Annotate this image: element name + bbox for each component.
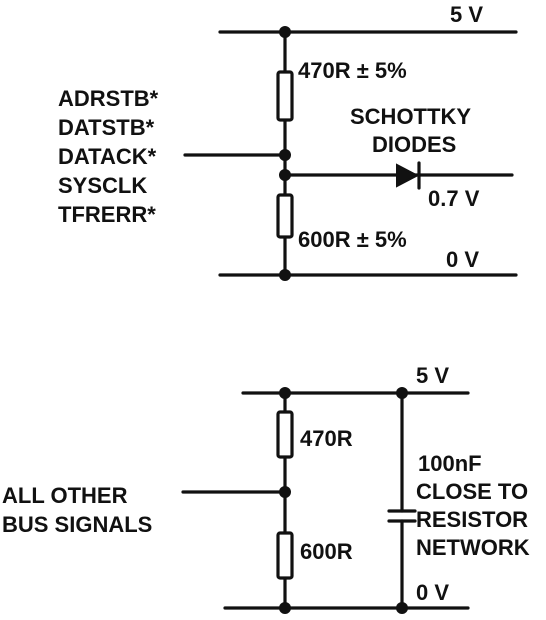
other-signals-label-line-2: BUS SIGNALS: [2, 512, 152, 537]
schottky-diode-symbol: [396, 163, 420, 188]
top-upper-resistor: [276, 70, 294, 122]
capacitor-supply-node: [396, 387, 408, 399]
bottom-upper-resistor: [276, 410, 294, 459]
capacitor-note-line-2: RESISTOR: [416, 507, 528, 532]
signal-label-sysclk: SYSCLK: [58, 173, 147, 198]
bottom-ground-label: 0 V: [416, 580, 449, 605]
top-upper-resistor-label: 470R ± 5%: [298, 58, 407, 83]
bottom-supply-label: 5 V: [416, 363, 449, 388]
bottom-termination-circuit: 5 V 470R 600R 0 V 100nF CLOSE TO RESISTO…: [2, 363, 530, 614]
top-diode-node: [279, 169, 291, 181]
capacitor-value-label: 100nF: [418, 451, 482, 476]
bottom-lower-resistor-label: 600R: [300, 539, 353, 564]
top-termination-circuit: 5 V 470R ± 5% SCHOTTKY DIODES 0.7 V 600R…: [58, 2, 518, 281]
top-supply-node: [279, 26, 291, 38]
clamp-voltage-label: 0.7 V: [428, 186, 480, 211]
capacitor-note-line-1: CLOSE TO: [416, 479, 528, 504]
capacitor-ground-node: [396, 602, 408, 614]
bottom-lower-resistor: [276, 531, 294, 580]
top-supply-label: 5 V: [450, 2, 483, 27]
signal-label-datstb: DATSTB*: [58, 115, 155, 140]
top-signal-node: [279, 149, 291, 161]
top-lower-resistor-label: 600R ± 5%: [298, 227, 407, 252]
capacitor-note-line-3: NETWORK: [416, 535, 530, 560]
top-ground-label: 0 V: [446, 247, 479, 272]
other-signals-label-line-1: ALL OTHER: [2, 483, 128, 508]
signal-label-adrstb: ADRSTB*: [58, 86, 159, 111]
top-ground-node: [279, 269, 291, 281]
top-lower-resistor: [276, 193, 294, 239]
bottom-upper-resistor-label: 470R: [300, 426, 353, 451]
bottom-signal-node: [279, 486, 291, 498]
bottom-supply-node: [279, 387, 291, 399]
schottky-label: SCHOTTKY: [350, 104, 471, 129]
signal-label-tfrerr: TFRERR*: [58, 202, 156, 227]
signal-label-datack: DATACK*: [58, 144, 157, 169]
bottom-ground-node: [279, 602, 291, 614]
diodes-label: DIODES: [372, 132, 456, 157]
